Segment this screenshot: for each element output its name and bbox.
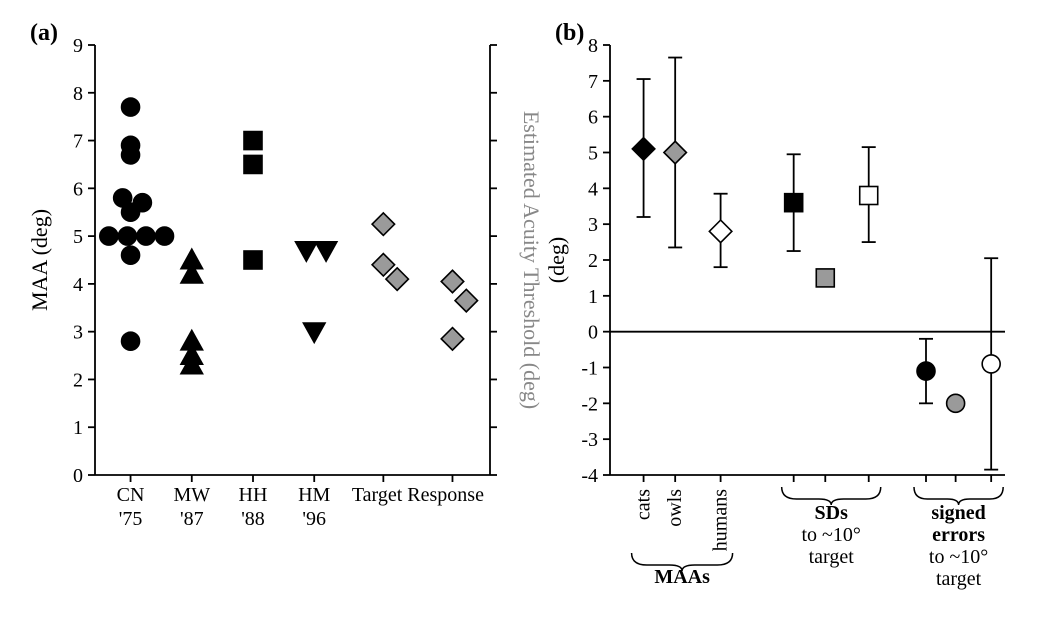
panel-b: -4 -3 -2 -1 0 1 2 3 4 5 6 7 8 (deg) cats owls humansMAAs… (544, 35, 1005, 590)
svg-text:2: 2 (73, 369, 83, 391)
svg-text:to ~10°: to ~10° (802, 524, 861, 546)
svg-text:-4: -4 (581, 465, 598, 487)
svg-text:4: 4 (73, 274, 83, 296)
svg-text:6: 6 (73, 178, 83, 200)
svg-text:7: 7 (588, 71, 598, 93)
svg-text:9: 9 (73, 35, 83, 57)
chart-svg: 0 1 2 3 4 5 6 7 8 9 MAA (deg) Estimated Acuity Thre… (0, 0, 1050, 635)
svg-text:'96: '96 (302, 508, 326, 530)
svg-text:owls: owls (664, 489, 686, 527)
svg-text:5: 5 (588, 143, 598, 165)
svg-text:3: 3 (588, 214, 598, 236)
svg-text:-3: -3 (581, 429, 598, 451)
svg-text:7: 7 (73, 131, 83, 153)
svg-text:-1: -1 (581, 358, 598, 380)
svg-text:'75: '75 (119, 508, 143, 530)
svg-text:1: 1 (73, 417, 83, 439)
panel-b-label: (b) (555, 20, 584, 47)
svg-text:HM: HM (298, 484, 330, 506)
svg-text:SDs: SDs (815, 502, 849, 524)
svg-text:0: 0 (73, 465, 83, 487)
panel-b-points (632, 58, 1000, 470)
svg-text:8: 8 (73, 83, 83, 105)
svg-text:2: 2 (588, 250, 598, 272)
panel-a-points (100, 98, 478, 374)
svg-text:MW: MW (173, 484, 210, 506)
svg-text:(deg): (deg) (544, 237, 569, 283)
svg-text:1: 1 (588, 286, 598, 308)
svg-text:signed: signed (931, 502, 985, 524)
svg-text:8: 8 (588, 35, 598, 57)
svg-text:humans: humans (710, 489, 732, 551)
svg-text:Estimated Acuity Threshold (de: Estimated Acuity Threshold (deg) (519, 111, 544, 409)
svg-text:4: 4 (588, 178, 598, 200)
svg-text:errors: errors (932, 524, 985, 546)
svg-text:target: target (936, 568, 982, 590)
svg-text:-2: -2 (581, 393, 598, 415)
panel-a-label: (a) (30, 20, 58, 47)
svg-text:'88: '88 (241, 508, 265, 530)
svg-text:HH: HH (239, 484, 268, 506)
svg-text:Target Response: Target Response (352, 484, 484, 506)
figure-root: (a) (b) 0 1 2 3 4 5 6 7 8 9 MAA (deg) Estimated Acu… (0, 0, 1050, 635)
svg-text:0: 0 (588, 322, 598, 344)
svg-text:MAAs: MAAs (654, 566, 710, 588)
svg-text:target: target (809, 546, 855, 568)
svg-text:to ~10°: to ~10° (929, 546, 988, 568)
svg-text:'87: '87 (180, 508, 204, 530)
svg-text:5: 5 (73, 226, 83, 248)
panel-a: 0 1 2 3 4 5 6 7 8 9 MAA (deg) Estimated Acuity Thre… (27, 35, 544, 530)
svg-text:6: 6 (588, 107, 598, 129)
svg-text:CN: CN (117, 484, 145, 506)
svg-text:cats: cats (633, 489, 655, 520)
svg-text:3: 3 (73, 322, 83, 344)
svg-text:MAA (deg): MAA (deg) (27, 209, 52, 311)
